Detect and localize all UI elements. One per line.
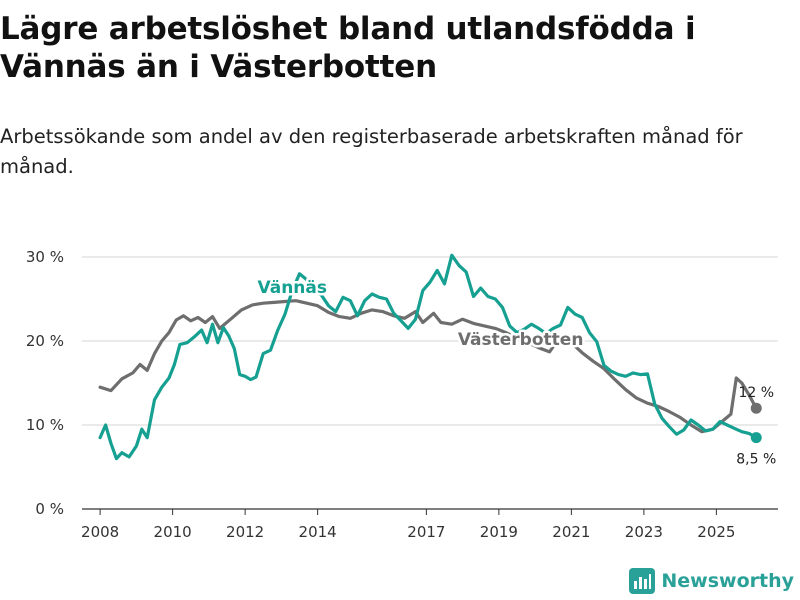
x-tick-label: 2025 bbox=[697, 523, 735, 541]
x-tick-label: 2008 bbox=[81, 523, 119, 541]
line-chart: 0 % 10 % 20 % 30 % 2008 2010 2012 2014 2017 2019 2… bbox=[26, 248, 778, 541]
end-point-marker bbox=[750, 402, 762, 414]
x-tick-label: 2023 bbox=[625, 523, 663, 541]
brand-name: Newsworthy bbox=[661, 570, 794, 592]
end-value-label: 12 % bbox=[738, 385, 774, 401]
newsworthy-logo-icon bbox=[629, 568, 656, 594]
x-tick-label: 2010 bbox=[154, 523, 192, 541]
x-tick-label: 2012 bbox=[226, 523, 264, 541]
y-tick-label: 20 % bbox=[26, 332, 64, 350]
x-tick-label: 2014 bbox=[299, 523, 337, 541]
y-tick-label: 30 % bbox=[26, 248, 64, 266]
labels-group: 12 % 8,5 % Vännäs Västerbotten bbox=[255, 276, 776, 468]
page-title: Lägre arbetslöshet bland utlandsfödda i … bbox=[0, 11, 696, 85]
series-label: Västerbotten bbox=[458, 330, 584, 350]
series-label: Vännäs bbox=[258, 278, 328, 298]
x-tick-label: 2017 bbox=[407, 523, 445, 541]
y-tick-label: 0 % bbox=[35, 500, 64, 518]
x-tick-label: 2021 bbox=[552, 523, 590, 541]
series-group bbox=[98, 253, 762, 461]
y-tick-label: 10 % bbox=[26, 416, 64, 434]
chart-subtitle: Arbetssökande som andel av den registerb… bbox=[0, 125, 743, 178]
brand-logo[interactable]: Newsworthy bbox=[629, 568, 794, 594]
end-value-label: 8,5 % bbox=[736, 452, 776, 468]
end-point-marker bbox=[750, 432, 762, 444]
series-line-vännäs bbox=[98, 253, 758, 461]
x-tick-label: 2019 bbox=[480, 523, 518, 541]
gridlines: 0 % 10 % 20 % 30 % 2008 2010 2012 2014 2017 2019 2… bbox=[26, 248, 778, 541]
